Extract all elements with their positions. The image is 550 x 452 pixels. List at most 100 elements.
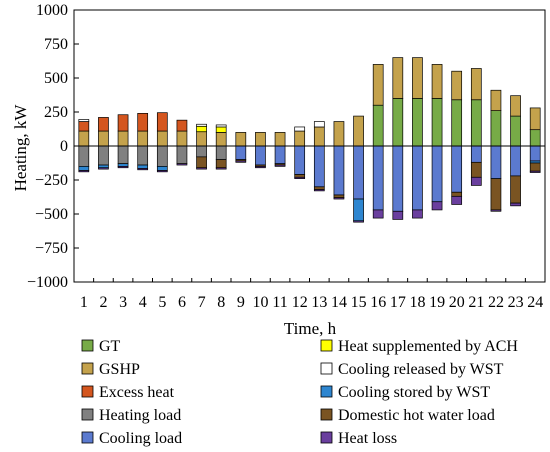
bar-segment-gshp <box>451 70 463 101</box>
bar-segment-heat-loss <box>156 170 168 173</box>
bar-segment-gshp <box>176 130 188 147</box>
bar-segment-heating-load <box>196 145 207 158</box>
bar-segment-gshp <box>78 130 90 147</box>
bar-segment-heating-load <box>156 145 168 167</box>
legend-item: Heat loss <box>320 430 397 447</box>
bar-segment-cooling-load <box>294 145 306 175</box>
bar-segment-gt <box>529 129 541 147</box>
legend-label: Excess heat <box>99 384 175 401</box>
bar-segment-gshp <box>156 130 168 147</box>
bar-segment-gt <box>392 98 404 147</box>
y-tick-label: 250 <box>44 104 68 121</box>
bar-segment-heat-loss <box>529 170 541 173</box>
bar-segment-gshp <box>255 132 266 147</box>
bar-segment-gshp <box>392 57 404 99</box>
bar-segment-gshp <box>313 126 325 147</box>
x-axis-ticks: 1 2 3 4 5 6 7 8 9 10 11 12 13 14 15 16 17 18 19 20 21 22 23 24 <box>73 278 543 311</box>
bar-segment-heat-loss <box>490 209 502 212</box>
bar-segment-cooling-stored-by-wst <box>78 166 90 171</box>
legend-swatch <box>81 362 94 375</box>
x-tick-label: 17 <box>390 294 406 311</box>
bar-segment-cooling-released-by-wst <box>313 121 325 128</box>
bar-segment-gt <box>431 98 443 147</box>
bar-segment-heat-supplemented-by-ach <box>215 126 227 133</box>
bar-segment-cooling-load <box>274 145 286 165</box>
bar-segment-heat-loss <box>451 195 463 205</box>
bar-segment-heating-load <box>117 145 129 165</box>
bars <box>78 57 541 223</box>
bar-segment-heat-loss <box>431 201 443 211</box>
legend-item: Heating load <box>81 407 181 424</box>
bar-segment-heat-loss <box>372 209 384 219</box>
bar-segment-cooling-load <box>412 145 423 211</box>
bar-segment-gshp <box>274 132 286 147</box>
legend-swatch <box>81 431 94 444</box>
bar-segment-domestic-hot-water-load <box>313 186 325 190</box>
bar-segment-heat-loss <box>274 164 286 167</box>
bar-segment-cooling-load <box>392 145 404 212</box>
bar-segment-cooling-stored-by-wst <box>117 163 129 167</box>
bar-segment-heat-supplemented-by-ach <box>196 125 207 133</box>
legend-swatch <box>320 362 333 375</box>
bar-segment-heating-load <box>78 145 90 167</box>
x-tick-label: 13 <box>311 294 327 311</box>
y-tick-label: 0 <box>60 138 68 155</box>
x-tick-label: 11 <box>272 294 287 311</box>
legend-label: Heat loss <box>338 430 397 447</box>
bar-segment-heat-loss <box>196 167 207 170</box>
y-tick-label: −1000 <box>27 274 68 291</box>
legend-item: Cooling load <box>81 430 182 447</box>
y-tick-label: −500 <box>35 206 68 223</box>
bar-segment-gt <box>490 110 502 147</box>
bar-segment-cooling-load <box>372 145 384 211</box>
legend-swatch <box>320 339 333 352</box>
legend-label: Domestic hot water load <box>338 407 495 424</box>
bar-segment-heat-loss <box>137 168 149 171</box>
bar-segment-gshp <box>117 130 129 147</box>
x-tick-label: 20 <box>449 294 465 311</box>
legend-label: GSHP <box>99 361 140 378</box>
bar-segment-heat-loss <box>294 176 306 179</box>
legend-label: Heating load <box>99 407 181 424</box>
bar-segment-excess-heat <box>78 121 90 132</box>
bar-segment-gshp <box>215 132 227 147</box>
x-tick-label: 5 <box>158 294 166 311</box>
x-tick-label: 8 <box>217 294 225 311</box>
y-axis-label: Heating, kW <box>11 104 30 192</box>
bar-segment-heat-loss <box>98 167 109 170</box>
bar-segment-cooling-stored-by-wst <box>98 164 109 169</box>
y-tick-label: 1000 <box>36 2 68 19</box>
x-tick-label: 24 <box>527 294 543 311</box>
bar-segment-heat-loss <box>235 160 247 163</box>
bar-segment-cooling-load <box>490 145 502 179</box>
x-tick-label: 21 <box>468 294 484 311</box>
bar-segment-cooling-stored-by-wst <box>137 164 149 169</box>
bar-segment-domestic-hot-water-load <box>215 159 227 169</box>
bar-segment-heating-load <box>176 145 188 165</box>
bar-segment-domestic-hot-water-load <box>294 174 306 178</box>
bar-segment-cooling-stored-by-wst <box>353 198 364 222</box>
legend-swatch <box>81 408 94 421</box>
x-tick-label: 16 <box>370 294 386 311</box>
x-tick-label: 1 <box>80 294 88 311</box>
bar-segment-heating-load <box>215 145 227 160</box>
bar-segment-gt <box>470 99 482 147</box>
legend-item: Cooling stored by WST <box>320 384 490 401</box>
x-tick-label: 7 <box>198 294 206 311</box>
bar-segment-gt <box>510 115 521 147</box>
bar-segment-heating-load <box>98 145 109 166</box>
bar-segment-cooling-load <box>431 145 443 203</box>
x-axis-label: Time, h <box>284 319 337 338</box>
bar-segment-gshp <box>529 107 541 131</box>
x-tick-label: 22 <box>488 294 504 311</box>
bar-segment-heat-loss <box>412 209 423 219</box>
bar-segment-gshp <box>235 132 247 147</box>
bar-segment-domestic-hot-water-load <box>510 175 521 204</box>
bar-segment-cooling-load <box>470 145 482 163</box>
legend-swatch <box>320 385 333 398</box>
bar-segment-heat-loss <box>510 202 521 207</box>
x-tick-label: 19 <box>429 294 445 311</box>
bar-segment-heat-loss <box>333 197 345 200</box>
bar-segment-excess-heat <box>176 119 188 132</box>
bar-segment-gshp <box>98 130 109 147</box>
